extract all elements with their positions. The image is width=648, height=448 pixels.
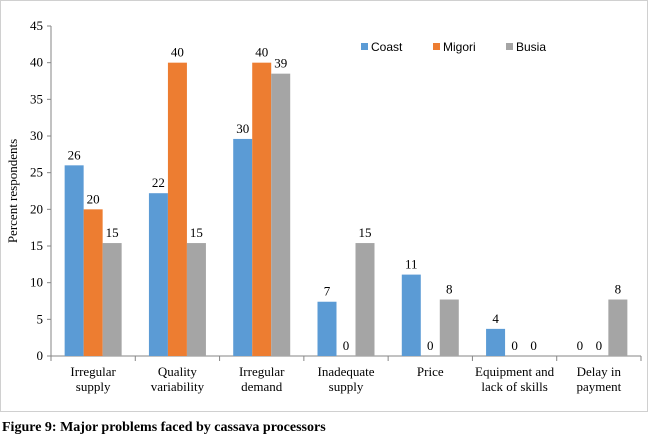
data-label: 0 bbox=[343, 338, 350, 353]
bar-migori bbox=[83, 209, 103, 356]
data-label: 8 bbox=[446, 282, 453, 297]
bar-coast bbox=[317, 301, 337, 356]
y-axis-label: Percent respondents bbox=[5, 139, 20, 243]
data-label: 0 bbox=[577, 338, 584, 353]
x-category-label: Price bbox=[417, 364, 444, 379]
data-label: 11 bbox=[405, 257, 418, 272]
bar-coast bbox=[64, 165, 84, 356]
data-label: 0 bbox=[596, 338, 603, 353]
y-tick-label: 10 bbox=[30, 275, 43, 290]
x-category-label: Delay in bbox=[577, 364, 622, 379]
data-label: 8 bbox=[615, 282, 622, 297]
legend-label: Coast bbox=[371, 40, 403, 54]
y-tick-label: 5 bbox=[37, 311, 44, 326]
y-tick-label: 20 bbox=[30, 201, 43, 216]
y-tick-label: 15 bbox=[30, 238, 43, 253]
data-label: 0 bbox=[530, 338, 537, 353]
data-label: 26 bbox=[68, 147, 82, 162]
figure-caption: Figure 9: Major problems faced by cassav… bbox=[2, 420, 326, 435]
bar-busia bbox=[439, 299, 459, 356]
x-category-label: Irregular bbox=[70, 364, 116, 379]
bar-busia bbox=[102, 243, 122, 356]
y-tick-label: 30 bbox=[30, 128, 43, 143]
data-label: 7 bbox=[324, 284, 331, 299]
x-category-label: payment bbox=[576, 379, 621, 394]
bar-coast bbox=[486, 328, 506, 356]
x-category-label: variability bbox=[151, 379, 205, 394]
bar-coast bbox=[148, 193, 168, 356]
legend-swatch-migori bbox=[433, 43, 440, 50]
x-category-label: Quality bbox=[158, 364, 197, 379]
legend-swatch-busia bbox=[506, 43, 513, 50]
bar-migori bbox=[252, 62, 272, 357]
legend-swatch-coast bbox=[361, 43, 368, 50]
y-tick-label: 0 bbox=[37, 348, 44, 363]
chart-container: 0 5 10 15 20 25 30 35 40 45 Percent respondents 26 2… bbox=[0, 0, 648, 412]
bar-busia bbox=[271, 73, 291, 357]
y-tick-label: 40 bbox=[30, 55, 43, 70]
bar-migori bbox=[167, 62, 187, 357]
legend-label: Migori bbox=[443, 40, 476, 54]
data-label: 39 bbox=[274, 56, 287, 71]
data-label: 40 bbox=[255, 45, 268, 60]
x-category-label: supply bbox=[329, 379, 364, 394]
data-label: 40 bbox=[171, 45, 184, 60]
x-category-label: Equipment and bbox=[475, 364, 555, 379]
data-label: 0 bbox=[427, 338, 434, 353]
data-label: 30 bbox=[236, 121, 249, 136]
data-label: 15 bbox=[190, 225, 203, 240]
data-label: 20 bbox=[87, 191, 100, 206]
data-label: 15 bbox=[359, 225, 372, 240]
y-tick-label: 25 bbox=[30, 165, 43, 180]
x-category-label: supply bbox=[76, 379, 111, 394]
x-category-label: Irregular bbox=[239, 364, 285, 379]
legend-label: Busia bbox=[516, 40, 546, 54]
data-label: 22 bbox=[152, 175, 165, 190]
x-category-label: lack of skills bbox=[481, 379, 547, 394]
bar-busia bbox=[186, 243, 206, 356]
data-label: 0 bbox=[511, 338, 518, 353]
x-category-label: Inadequate bbox=[317, 364, 374, 379]
bar-coast bbox=[401, 274, 421, 356]
y-tick-label: 45 bbox=[30, 18, 43, 33]
bar-coast bbox=[233, 138, 253, 356]
data-label: 4 bbox=[492, 311, 499, 326]
x-category-label: demand bbox=[241, 379, 283, 394]
y-tick-label: 35 bbox=[30, 91, 43, 106]
data-label: 15 bbox=[106, 225, 119, 240]
bar-busia bbox=[608, 299, 628, 356]
bar-busia bbox=[355, 243, 375, 356]
